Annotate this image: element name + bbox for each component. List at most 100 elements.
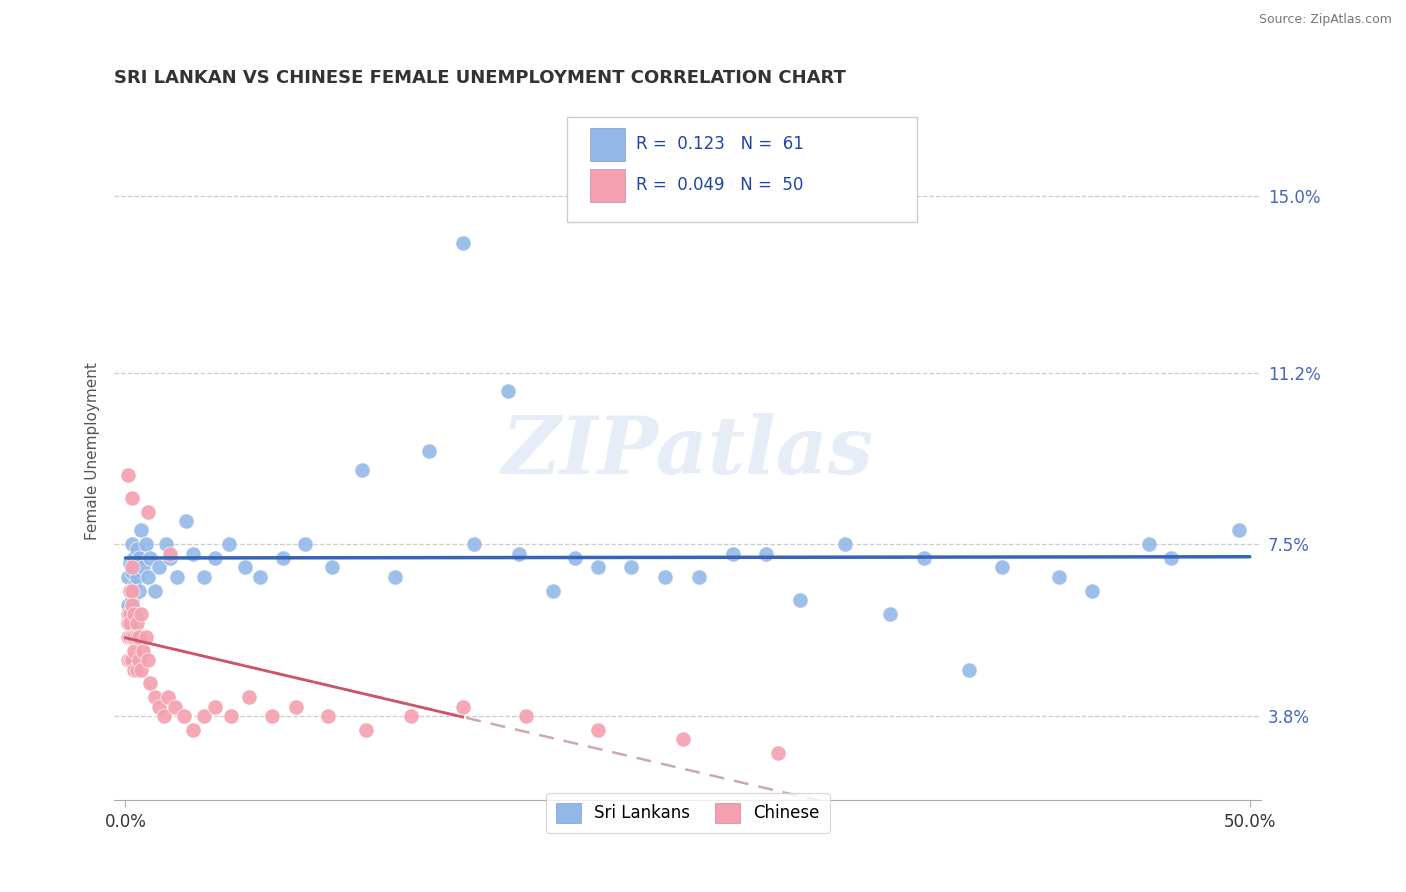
Point bbox=[418, 444, 440, 458]
Point bbox=[117, 570, 139, 584]
Point bbox=[121, 491, 143, 505]
Point bbox=[128, 583, 150, 598]
Point bbox=[1227, 524, 1250, 538]
Point bbox=[129, 524, 152, 538]
Point bbox=[204, 551, 226, 566]
Point bbox=[128, 653, 150, 667]
Point bbox=[755, 547, 778, 561]
Point bbox=[173, 709, 195, 723]
Point bbox=[117, 616, 139, 631]
Point bbox=[121, 653, 143, 667]
Point bbox=[135, 537, 157, 551]
Point bbox=[117, 467, 139, 482]
Point bbox=[121, 560, 143, 574]
Point bbox=[193, 709, 215, 723]
Point bbox=[193, 570, 215, 584]
Point bbox=[204, 699, 226, 714]
Point bbox=[672, 732, 695, 747]
Point bbox=[541, 583, 564, 598]
Point bbox=[260, 709, 283, 723]
Point bbox=[121, 537, 143, 551]
Point bbox=[118, 556, 141, 570]
Point bbox=[219, 709, 242, 723]
Point bbox=[118, 630, 141, 644]
Point bbox=[125, 663, 148, 677]
Y-axis label: Female Unemployment: Female Unemployment bbox=[86, 362, 100, 541]
Point bbox=[121, 565, 143, 579]
Point bbox=[118, 616, 141, 631]
Point bbox=[159, 547, 181, 561]
Point bbox=[1160, 551, 1182, 566]
Text: Source: ZipAtlas.com: Source: ZipAtlas.com bbox=[1258, 13, 1392, 27]
Point bbox=[1047, 570, 1070, 584]
Legend: Sri Lankans, Chinese: Sri Lankans, Chinese bbox=[546, 793, 830, 833]
Point bbox=[117, 607, 139, 621]
Point bbox=[991, 560, 1014, 574]
Point bbox=[124, 644, 146, 658]
Point bbox=[321, 560, 343, 574]
Point bbox=[451, 235, 474, 250]
Point bbox=[233, 560, 256, 574]
Point bbox=[912, 551, 935, 566]
Point bbox=[789, 593, 811, 607]
Point bbox=[118, 616, 141, 631]
Point bbox=[174, 514, 197, 528]
Point bbox=[181, 547, 204, 561]
Point bbox=[766, 746, 789, 760]
Point bbox=[157, 690, 180, 705]
Point bbox=[117, 653, 139, 667]
Point bbox=[124, 607, 146, 621]
Point bbox=[620, 560, 643, 574]
Point bbox=[118, 653, 141, 667]
Point bbox=[125, 616, 148, 631]
Point bbox=[148, 560, 170, 574]
FancyBboxPatch shape bbox=[591, 128, 624, 161]
Point bbox=[125, 630, 148, 644]
Point bbox=[132, 644, 155, 658]
Point bbox=[136, 570, 159, 584]
Point bbox=[834, 537, 856, 551]
Point bbox=[118, 583, 141, 598]
Point bbox=[148, 699, 170, 714]
Point bbox=[1137, 537, 1160, 551]
Text: R =  0.049   N =  50: R = 0.049 N = 50 bbox=[636, 176, 803, 194]
Point bbox=[721, 547, 744, 561]
Point bbox=[124, 551, 146, 566]
Point bbox=[118, 607, 141, 621]
Point bbox=[1081, 583, 1104, 598]
Point bbox=[218, 537, 240, 551]
Point bbox=[155, 537, 177, 551]
Point bbox=[121, 593, 143, 607]
Text: SRI LANKAN VS CHINESE FEMALE UNEMPLOYMENT CORRELATION CHART: SRI LANKAN VS CHINESE FEMALE UNEMPLOYMEN… bbox=[114, 69, 846, 87]
Point bbox=[121, 583, 143, 598]
Point bbox=[350, 463, 373, 477]
Point bbox=[163, 699, 186, 714]
Point bbox=[124, 579, 146, 593]
Point bbox=[124, 663, 146, 677]
Point bbox=[316, 709, 339, 723]
Point bbox=[125, 541, 148, 556]
FancyBboxPatch shape bbox=[591, 169, 624, 202]
Point bbox=[515, 709, 537, 723]
Point bbox=[508, 547, 530, 561]
Point bbox=[463, 537, 485, 551]
Point bbox=[152, 709, 174, 723]
Point bbox=[139, 676, 162, 690]
Point bbox=[354, 723, 377, 737]
Point bbox=[139, 551, 162, 566]
Point bbox=[143, 690, 166, 705]
Point bbox=[181, 723, 204, 737]
Point bbox=[135, 630, 157, 644]
Point bbox=[285, 699, 308, 714]
Point bbox=[128, 551, 150, 566]
Point bbox=[451, 699, 474, 714]
Point bbox=[136, 505, 159, 519]
Point bbox=[166, 570, 188, 584]
Point bbox=[249, 570, 271, 584]
Point bbox=[143, 583, 166, 598]
Point bbox=[129, 607, 152, 621]
Point bbox=[271, 551, 294, 566]
Point bbox=[586, 723, 609, 737]
Point bbox=[124, 607, 146, 621]
Point bbox=[586, 560, 609, 574]
